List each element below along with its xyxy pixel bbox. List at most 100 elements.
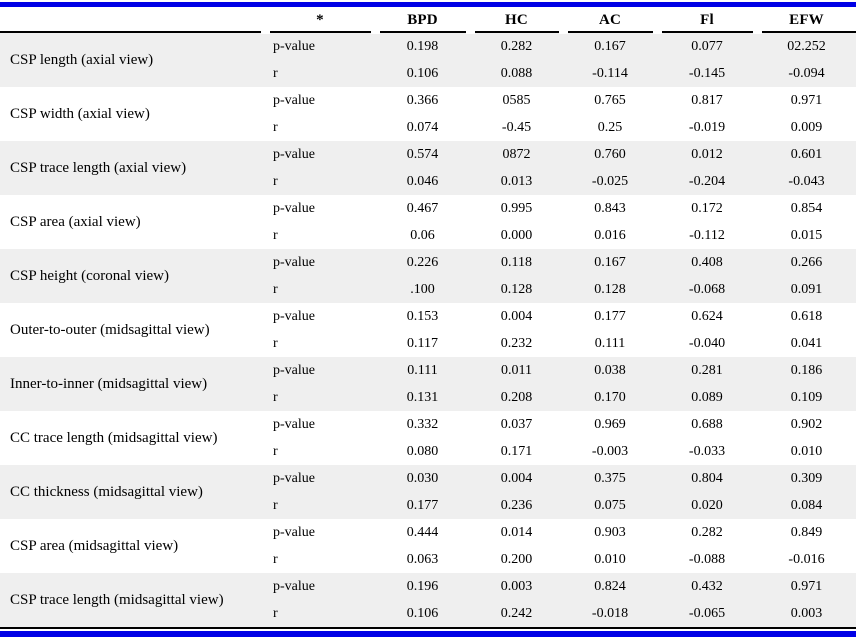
top-accent-bar [0, 2, 856, 7]
p-value-cell: 0.186 [757, 357, 856, 384]
r-value-cell: 0.013 [470, 168, 563, 195]
r-value-cell: 0.06 [410, 227, 435, 243]
p-value-cell: 0.903 [594, 524, 626, 540]
r-value-cell: 0.000 [500, 227, 533, 243]
p-value-cell: 0.004 [500, 308, 533, 324]
r-value-cell: -0.204 [657, 168, 757, 195]
stat-type-label-r: r [265, 276, 375, 303]
r-value-cell: 0.109 [757, 384, 856, 411]
p-value-cell: 02.252 [757, 32, 856, 60]
r-value-cell: -0.019 [688, 119, 726, 135]
p-value-cell: 0872 [470, 141, 563, 168]
r-value-cell: -0.016 [788, 551, 825, 567]
stat-type-label-pvalue: p-value [273, 308, 315, 324]
stat-type-label-r: r [265, 168, 375, 195]
p-value-cell: 0.153 [406, 308, 439, 324]
table-row: CC trace length (midsagittal view) p-valu… [0, 411, 856, 446]
table-row: CSP trace length (midsagittal view) p-val… [0, 573, 856, 628]
r-value-cell: -0.112 [689, 227, 725, 243]
stat-type-label-r: r [273, 119, 278, 135]
p-value-cell: 0.004 [470, 465, 563, 492]
p-value-cell: 0.444 [406, 524, 439, 540]
header-rule-gap [261, 30, 270, 34]
r-value-cell: 0.063 [406, 551, 439, 567]
table-row: r 0.117 0.232 0.111 -0.040 0.041 [0, 330, 856, 357]
p-value-cell: 0.011 [470, 357, 563, 384]
r-value-cell: 0.015 [790, 227, 823, 243]
p-value-cell: 0.432 [657, 573, 757, 600]
r-value-cell: -0.145 [657, 60, 757, 87]
header-efw: EFW [757, 10, 856, 33]
r-value-cell: 0.010 [594, 551, 626, 567]
r-value-cell: -0.094 [757, 60, 856, 87]
p-value-cell: 0.902 [790, 416, 823, 432]
r-value-cell: 0.010 [790, 443, 823, 459]
measurement-label: Outer-to-outer (midsagittal view) [10, 321, 210, 338]
r-value-cell: 0.111 [594, 335, 626, 351]
table-header: * BPD HC AC Fl EFW [0, 10, 856, 33]
r-value-cell: -0.003 [591, 443, 629, 459]
r-value-cell: 0.106 [375, 600, 470, 628]
p-value-cell: 0.375 [563, 465, 657, 492]
r-value-cell: 0.208 [470, 384, 563, 411]
stat-type-label-pvalue: p-value [265, 32, 375, 60]
table-row: r 0.063 0.200 0.010 -0.088 -0.016 [0, 546, 856, 573]
table-row: CSP height (coronal view) p-value 0.226 0.1… [0, 249, 856, 303]
table-row: Outer-to-outer (midsagittal view) p-value… [0, 303, 856, 338]
stat-type-label-r: r [265, 60, 375, 87]
table-row: r 0.046 0.013 -0.025 -0.204 -0.043 [0, 168, 856, 195]
r-value-cell: 0.003 [757, 600, 856, 628]
r-value-cell: -0.088 [688, 551, 726, 567]
r-value-cell: 0.242 [470, 600, 563, 628]
r-value-cell: 0.091 [757, 276, 856, 303]
header-hc: HC [470, 10, 563, 33]
r-value-cell: 0.075 [563, 492, 657, 519]
bottom-accent-bar [0, 631, 856, 637]
r-value-cell: 0.020 [657, 492, 757, 519]
r-value-cell: 0.200 [500, 551, 533, 567]
p-value-cell: 0.172 [691, 200, 723, 216]
r-value-cell: 0.088 [470, 60, 563, 87]
r-value-cell: 0.25 [597, 119, 623, 135]
measurement-label: CSP length (axial view) [0, 32, 265, 87]
r-value-cell: 0.117 [407, 335, 438, 351]
p-value-cell: 0.167 [563, 249, 657, 276]
r-value-cell: -0.065 [657, 600, 757, 628]
header-rule-gap [466, 30, 475, 34]
table-body: CSP length (axial view) p-value 0.198 0.282… [0, 32, 856, 628]
table-row: r 0.06 0.000 0.016 -0.112 0.015 [0, 222, 856, 249]
header-measurement-empty [0, 10, 265, 33]
table-row: r 0.106 0.242 -0.018 -0.065 0.003 [0, 600, 856, 628]
header-rule-gap [371, 30, 380, 34]
header-bpd: BPD [375, 10, 470, 33]
r-value-cell: -0.025 [563, 168, 657, 195]
stat-type-label-pvalue: p-value [265, 249, 375, 276]
p-value-cell: 0.574 [375, 141, 470, 168]
table-row: CSP area (midsagittal view) p-value 0.444 0… [0, 519, 856, 554]
p-value-cell: 0.467 [406, 200, 439, 216]
r-value-cell: 0.041 [790, 335, 823, 351]
header-ac: AC [563, 10, 657, 33]
p-value-cell: 0.366 [406, 92, 439, 108]
table-row: r .100 0.128 0.128 -0.068 0.091 [0, 276, 856, 303]
stat-type-label-pvalue: p-value [265, 465, 375, 492]
p-value-cell: 0.177 [594, 308, 626, 324]
p-value-cell: 0.281 [657, 357, 757, 384]
correlation-table: * BPD HC AC Fl EFW CSP length (axial vie… [0, 10, 856, 629]
p-value-cell: 0.167 [563, 32, 657, 60]
p-value-cell: 0.804 [657, 465, 757, 492]
table-row: Inner-to-inner (midsagittal view) p-value… [0, 357, 856, 411]
r-value-cell: 0.131 [375, 384, 470, 411]
p-value-cell: 0.196 [375, 573, 470, 600]
r-value-cell: 0.128 [470, 276, 563, 303]
table-row: CSP width (axial view) p-value 0.366 0585 0.… [0, 87, 856, 122]
stat-type-label-pvalue: p-value [273, 92, 315, 108]
p-value-cell: 0.014 [500, 524, 533, 540]
header-rule-gap [653, 30, 662, 34]
measurement-label: CSP width (axial view) [10, 105, 150, 122]
table-row: CSP area (axial view) p-value 0.467 0.995 0.… [0, 195, 856, 230]
stat-type-label-r: r [265, 600, 375, 628]
r-value-cell: -0.040 [688, 335, 726, 351]
p-value-cell: 0.030 [375, 465, 470, 492]
